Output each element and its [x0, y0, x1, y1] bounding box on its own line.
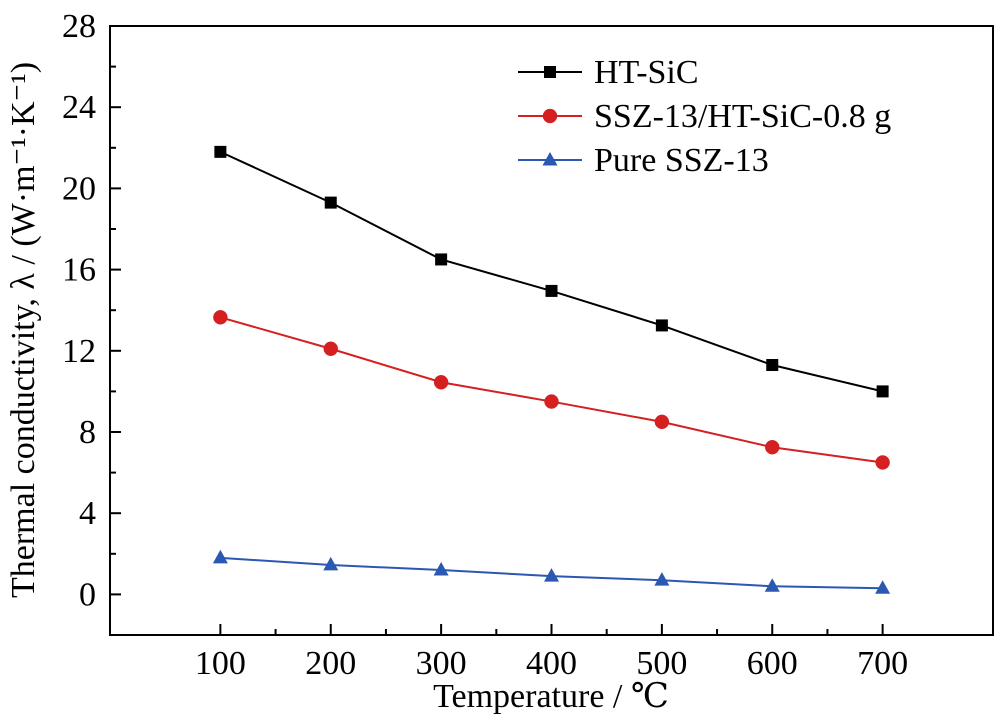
- legend-entry: SSZ-13/HT-SiC-0.8 g: [518, 98, 891, 135]
- data-point: [323, 341, 338, 357]
- legend-marker: [544, 66, 556, 78]
- legend-marker: [542, 151, 558, 166]
- data-point: [876, 385, 889, 398]
- legend-label: SSZ-13/HT-SiC-0.8 g: [594, 98, 891, 135]
- data-point: [212, 549, 228, 564]
- data-point: [764, 578, 780, 592]
- y-tick-label: 24: [62, 89, 96, 126]
- data-point: [875, 455, 890, 470]
- data-point: [545, 284, 558, 297]
- data-point: [435, 253, 448, 266]
- x-axis-title: Temperature / ℃: [433, 678, 669, 715]
- data-point: [433, 375, 449, 390]
- series-2: [213, 310, 890, 470]
- data-point: [213, 310, 228, 325]
- y-tick-label: 16: [62, 252, 96, 289]
- data-point: [323, 556, 339, 571]
- y-tick-label: 20: [62, 170, 96, 207]
- data-point: [544, 568, 559, 582]
- series-line: [219, 150, 883, 393]
- x-tick-label: 500: [636, 645, 687, 682]
- legend-label: HT-SiC: [594, 54, 699, 91]
- legend: HT-SiC SSZ-13/HT-SiC-0.8 g Pure SSZ-13: [518, 54, 891, 179]
- data-point: [655, 319, 668, 332]
- x-tick-label: 300: [416, 645, 467, 682]
- data-point: [766, 359, 779, 372]
- data-point: [654, 572, 670, 586]
- y-tick-label: 28: [62, 8, 96, 45]
- legend-entry: HT-SiC: [518, 54, 699, 91]
- data-point: [324, 196, 337, 209]
- legend-marker: [542, 108, 558, 124]
- x-tick-label: 400: [526, 645, 577, 682]
- x-tick-label: 700: [857, 645, 908, 682]
- x-tick-label: 600: [747, 645, 798, 682]
- y-tick-label: 0: [79, 576, 96, 613]
- x-tick-label: 100: [195, 645, 246, 682]
- data-point: [654, 414, 670, 430]
- x-tick-label: 200: [305, 645, 356, 682]
- y-tick-label: 4: [79, 495, 96, 532]
- series-layer: [212, 145, 891, 594]
- y-tick-label: 8: [79, 414, 96, 451]
- data-point: [433, 561, 449, 576]
- data-point: [765, 439, 780, 455]
- series-1: [214, 145, 889, 398]
- data-point: [214, 145, 227, 158]
- y-tick-label: 12: [62, 333, 96, 370]
- series-3: [212, 549, 891, 594]
- axes: 100 200 300 400 500 600 700 0 4 8 12 16 20 24 28: [62, 8, 908, 682]
- y-axis-title: Thermal conductivity, λ / (W·m⁻¹·K⁻¹): [5, 62, 42, 598]
- data-point: [875, 580, 891, 594]
- legend-entry: Pure SSZ-13: [518, 142, 769, 179]
- series-line: [220, 316, 883, 464]
- data-point: [544, 394, 559, 409]
- legend-label: Pure SSZ-13: [594, 142, 769, 179]
